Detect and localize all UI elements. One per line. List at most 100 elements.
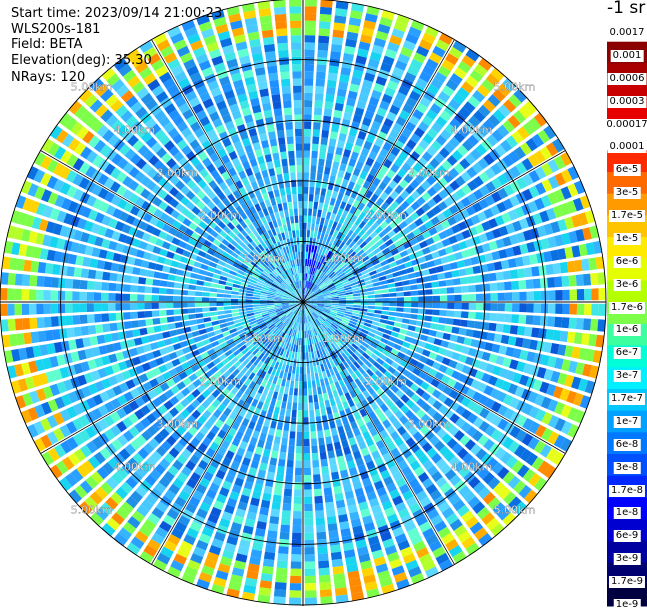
ppi-cell — [319, 445, 326, 453]
ppi-cell — [312, 136, 319, 144]
ppi-cell — [382, 307, 389, 311]
ppi-cell — [279, 386, 284, 394]
ppi-cell — [311, 165, 317, 173]
ppi-cell — [307, 230, 310, 237]
ppi-cell — [411, 297, 418, 302]
ppi-cell — [555, 304, 563, 315]
ppi-cell — [304, 504, 313, 511]
ppi-cell — [548, 304, 556, 314]
ppi-cell — [277, 422, 283, 430]
ppi-cell — [305, 50, 315, 58]
ppi-cell — [315, 86, 324, 94]
ppi-cell — [409, 320, 417, 326]
ppi-cell — [265, 442, 272, 450]
ppi-cell — [333, 573, 345, 582]
ppi-cell — [109, 283, 117, 291]
ppi-cell — [576, 274, 584, 286]
ppi-cell — [333, 22, 345, 31]
ppi-cell — [321, 137, 328, 145]
ppi-cell — [330, 51, 341, 60]
ppi-cell — [87, 314, 95, 323]
ppi-cell — [325, 196, 331, 204]
ppi-cell — [199, 269, 207, 275]
ppi-cell — [267, 390, 273, 398]
ppi-cell — [308, 252, 311, 259]
ppi-cell — [541, 291, 549, 301]
ppi-cell — [504, 314, 512, 323]
ppi-cell — [294, 245, 297, 253]
ppi-cell — [382, 298, 389, 302]
ppi-cell — [323, 393, 328, 401]
ppi-cell — [277, 219, 282, 227]
ppi-cell — [232, 287, 240, 291]
ppi-cell — [268, 428, 275, 436]
ppi-cell — [519, 303, 526, 312]
ppi-cell — [304, 389, 308, 396]
ppi-cell — [253, 307, 260, 310]
ppi-cell — [440, 303, 447, 309]
ppi-cell — [311, 223, 315, 231]
ppi-cell — [346, 305, 353, 308]
ppi-cell — [304, 525, 313, 533]
ppi-cell — [314, 496, 323, 504]
ppi-cell — [433, 303, 440, 309]
ppi-cell — [429, 330, 437, 337]
ppi-cell — [570, 304, 578, 315]
ppi-cell — [391, 266, 399, 272]
ppi-cell — [217, 289, 225, 293]
ppi-cell — [31, 261, 40, 273]
ppi-cell — [304, 64, 314, 72]
ppi-cell — [402, 318, 410, 324]
ppi-cell — [145, 286, 153, 293]
ppi-cell — [447, 303, 454, 309]
ppi-cell — [404, 291, 412, 296]
ppi-cell — [173, 309, 181, 315]
ppi-cell — [197, 275, 205, 281]
ppi-cell — [278, 137, 285, 145]
ppi-cell — [375, 306, 382, 310]
ppi-cell — [264, 177, 271, 185]
ppi-cell — [14, 304, 22, 316]
ppi-cell — [22, 289, 30, 300]
ppi-cell — [382, 311, 390, 315]
ppi-cell — [287, 224, 291, 232]
ppi-cell — [318, 553, 329, 561]
ppi-cell — [560, 262, 569, 273]
ppi-cell — [318, 36, 329, 44]
ppi-cell — [290, 431, 296, 439]
ppi-cell — [319, 575, 331, 583]
ppi-cell — [410, 285, 418, 290]
ppi-cell — [576, 318, 584, 330]
ppi-cell — [334, 486, 343, 495]
ppi-cell — [288, 446, 295, 454]
ppi-cell — [276, 473, 284, 481]
ppi-cell — [102, 324, 110, 333]
ppi-cell — [297, 432, 303, 439]
ppi-cell — [253, 297, 260, 300]
ppi-cell — [304, 425, 309, 432]
ppi-cell — [444, 271, 452, 278]
ppi-cell — [199, 329, 207, 335]
ppi-cell — [467, 320, 475, 328]
ppi-cell — [439, 317, 447, 324]
ppi-cell — [304, 453, 310, 460]
ppi-cell — [295, 216, 299, 223]
ppi-cell — [425, 309, 433, 315]
ppi-cell — [87, 292, 94, 301]
ppi-cell — [315, 510, 324, 518]
ppi-cell — [581, 333, 590, 345]
ppi-cell — [299, 266, 301, 273]
ppi-cell — [65, 303, 73, 313]
ppi-cell — [332, 304, 339, 306]
ppi-cell — [200, 264, 208, 270]
ppi-cell — [233, 284, 241, 288]
ppi-cell — [166, 310, 174, 316]
ppi-cell — [295, 223, 299, 230]
ppi-cell — [306, 244, 309, 251]
ppi-cell — [320, 144, 327, 152]
ppi-cell — [293, 518, 302, 525]
ppi-cell — [38, 262, 47, 273]
ppi-cell — [281, 401, 287, 409]
ppi-cell — [137, 294, 144, 301]
ppi-cell — [316, 79, 325, 87]
